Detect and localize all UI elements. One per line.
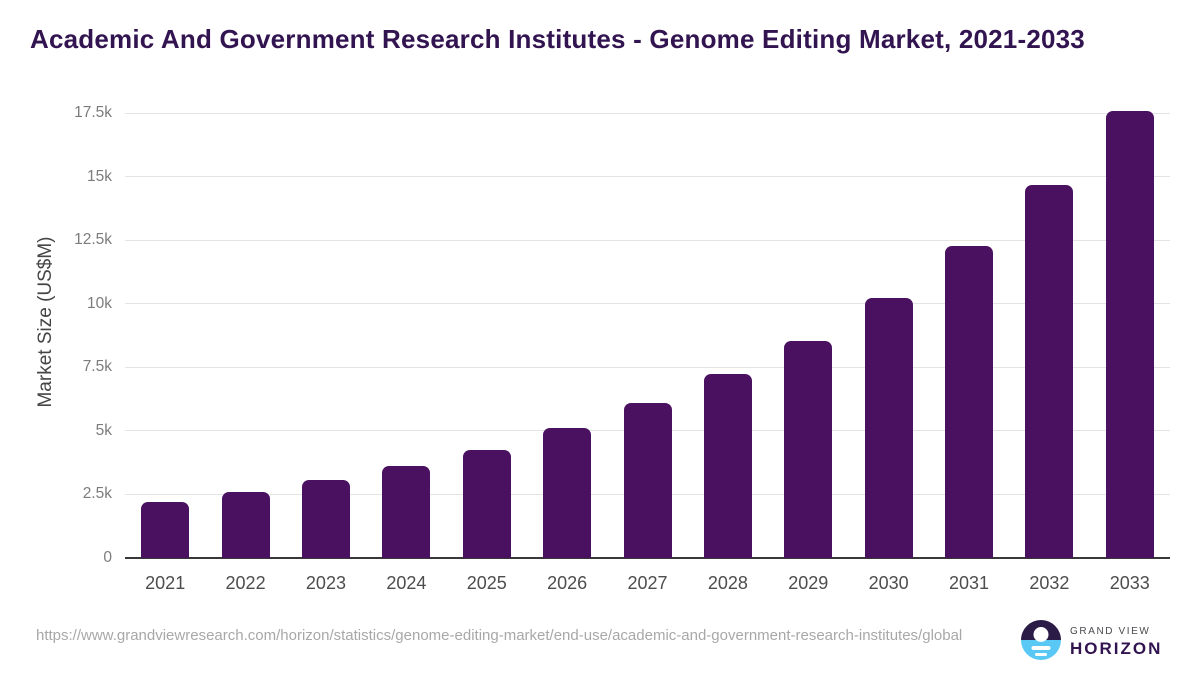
x-tick-label: 2030: [868, 573, 909, 593]
horizon-sun-icon: [1021, 620, 1061, 660]
gridline: [125, 239, 1170, 241]
x-tick-label: 2026: [547, 573, 588, 593]
grand-view-horizon-logo[interactable]: GRAND VIEW HORIZON: [1021, 620, 1183, 662]
x-tick-label: 2028: [707, 573, 748, 593]
source-url: https://www.grandviewresearch.com/horizo…: [36, 627, 963, 644]
x-tick-label: 2032: [1029, 573, 1070, 593]
bar-2026[interactable]: [543, 428, 592, 558]
y-tick-label: 2.5k: [82, 485, 112, 503]
y-tick-label: 10k: [87, 294, 112, 312]
y-tick-label: 15k: [87, 167, 112, 185]
x-tick-label: 2033: [1109, 573, 1150, 593]
gridline: [125, 366, 1170, 368]
x-tick-label: 2024: [386, 573, 427, 593]
y-tick-label: 17.5k: [74, 104, 112, 121]
gridline: [125, 112, 1170, 114]
x-tick-label: 2021: [145, 573, 186, 593]
logo-text-horizon: HORIZON: [1070, 639, 1163, 658]
bar-2027[interactable]: [623, 403, 672, 558]
y-axis-title: Market Size (US$M): [35, 236, 56, 408]
logo-horizon-stripe: [1035, 653, 1047, 656]
y-tick-label: 0: [103, 549, 112, 566]
bar-2032[interactable]: [1025, 185, 1074, 558]
y-tick-label: 7.5k: [82, 358, 112, 376]
gridline: [125, 176, 1170, 178]
bar-2030[interactable]: [864, 298, 913, 558]
bar-2028[interactable]: [703, 374, 752, 558]
x-tick-label: 2023: [305, 573, 346, 593]
bar-2033[interactable]: [1105, 111, 1154, 558]
x-tick-label: 2025: [466, 573, 507, 593]
bar-2024[interactable]: [382, 466, 431, 558]
x-tick-label: 2027: [627, 573, 668, 593]
x-axis-line: [125, 557, 1170, 559]
x-tick-label: 2029: [788, 573, 829, 593]
bar-2023[interactable]: [301, 480, 350, 558]
logo-text-grand-view: GRAND VIEW: [1070, 626, 1151, 637]
logo-text: GRAND VIEW HORIZON: [1070, 626, 1162, 659]
bar-2021[interactable]: [141, 502, 190, 558]
bar-2022[interactable]: [221, 492, 270, 558]
gridline: [125, 303, 1170, 305]
bar-2029[interactable]: [784, 341, 833, 558]
y-tick-label: 5k: [95, 421, 112, 439]
x-tick-label: 2031: [949, 573, 990, 593]
bar-2025[interactable]: [462, 450, 511, 558]
logo-sun-circle: [1033, 627, 1049, 642]
chart-title: Academic And Government Research Institu…: [30, 24, 1085, 54]
bar-2031[interactable]: [945, 246, 994, 558]
logo-horizon-stripe: [1031, 646, 1051, 650]
y-tick-label: 12.5k: [74, 231, 112, 249]
x-tick-label: 2022: [225, 573, 266, 593]
